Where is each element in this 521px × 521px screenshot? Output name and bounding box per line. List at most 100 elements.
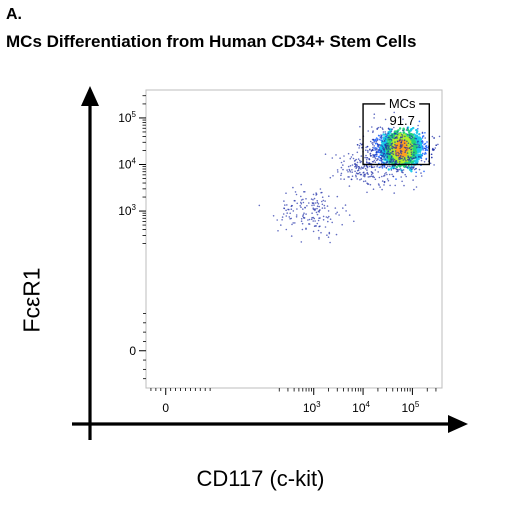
event-dot [410, 148, 412, 151]
event-dot [350, 156, 353, 158]
event-dot [399, 150, 402, 152]
event-dot [409, 134, 411, 136]
event-dot [316, 205, 319, 207]
event-dot [413, 140, 416, 143]
event-dot [395, 170, 398, 173]
event-dot [372, 131, 374, 134]
event-dot [371, 126, 373, 128]
event-dot [318, 205, 321, 208]
event-dot [401, 180, 403, 183]
event-dot [376, 165, 378, 168]
event-dot [413, 168, 416, 171]
event-dot [382, 133, 385, 136]
event-dot [370, 150, 373, 152]
event-dot [327, 220, 329, 223]
event-dot [312, 193, 315, 196]
event-dot [383, 150, 386, 152]
event-dot [359, 179, 361, 181]
event-dot [372, 146, 374, 149]
event-dot [438, 135, 441, 138]
event-dot [390, 130, 393, 133]
event-dot [403, 139, 406, 141]
event-dot [391, 142, 394, 144]
event-dot [409, 160, 412, 162]
event-dot [365, 165, 368, 168]
event-dot [301, 228, 304, 231]
event-dot [370, 173, 373, 176]
event-dot [310, 198, 313, 200]
event-dot [366, 156, 368, 159]
event-dot [382, 140, 384, 143]
event-dot [364, 167, 367, 170]
event-dot [376, 128, 379, 130]
event-dot [349, 165, 352, 167]
event-dot [391, 173, 393, 176]
event-dot [356, 164, 358, 167]
event-dot [378, 138, 381, 141]
event-dot [352, 157, 355, 160]
event-dot [389, 184, 391, 187]
event-dot [302, 214, 305, 216]
event-dot [424, 147, 426, 150]
event-dot [387, 150, 390, 153]
event-dot [284, 204, 286, 206]
event-dot [425, 144, 428, 147]
event-dot [403, 146, 406, 149]
event-dot [368, 158, 371, 160]
event-dot [299, 205, 302, 207]
event-dot [308, 223, 311, 225]
tick-label: 103 [303, 400, 321, 415]
event-dot [389, 161, 392, 163]
event-dot [373, 159, 376, 162]
event-dot [329, 218, 332, 220]
event-dot [380, 146, 383, 149]
event-dot [430, 153, 433, 156]
event-dot [410, 137, 412, 140]
event-dot [401, 133, 403, 136]
event-dot [322, 199, 325, 202]
event-dot [329, 176, 332, 179]
event-dot [393, 111, 396, 114]
event-dot [383, 165, 385, 167]
event-dot [380, 162, 383, 164]
event-dot [336, 169, 339, 171]
event-dot [413, 188, 415, 191]
event-dot [378, 143, 381, 146]
event-dot [300, 183, 303, 186]
event-dot [395, 160, 397, 162]
event-dot [373, 166, 376, 168]
event-dot [413, 157, 415, 159]
event-dot [362, 172, 365, 174]
event-dot [414, 134, 417, 137]
event-dot [415, 156, 417, 159]
event-dot [367, 173, 369, 175]
event-dot [414, 150, 418, 154]
event-dot [396, 133, 399, 136]
event-dot [303, 212, 305, 214]
event-dot [367, 176, 370, 178]
event-dot [419, 146, 421, 149]
event-dot [391, 136, 394, 138]
event-dot [314, 220, 316, 222]
event-dot [404, 158, 406, 161]
event-dot [394, 143, 396, 146]
event-dot [401, 136, 403, 139]
event-dot [390, 144, 392, 147]
event-dot [312, 207, 315, 209]
event-dot [349, 169, 351, 172]
event-dot [305, 198, 307, 200]
event-dot [366, 171, 369, 174]
event-dot [411, 168, 413, 170]
event-dot [412, 126, 415, 130]
event-dot [391, 134, 394, 136]
event-dot [292, 186, 294, 189]
event-dot [365, 154, 367, 157]
event-dot [374, 178, 377, 181]
event-dot [404, 138, 408, 141]
event-dot [308, 202, 310, 204]
event-dots [258, 111, 441, 244]
event-dot [294, 222, 296, 224]
event-dot [364, 156, 366, 159]
event-dot [380, 149, 383, 152]
event-dot [374, 156, 376, 159]
